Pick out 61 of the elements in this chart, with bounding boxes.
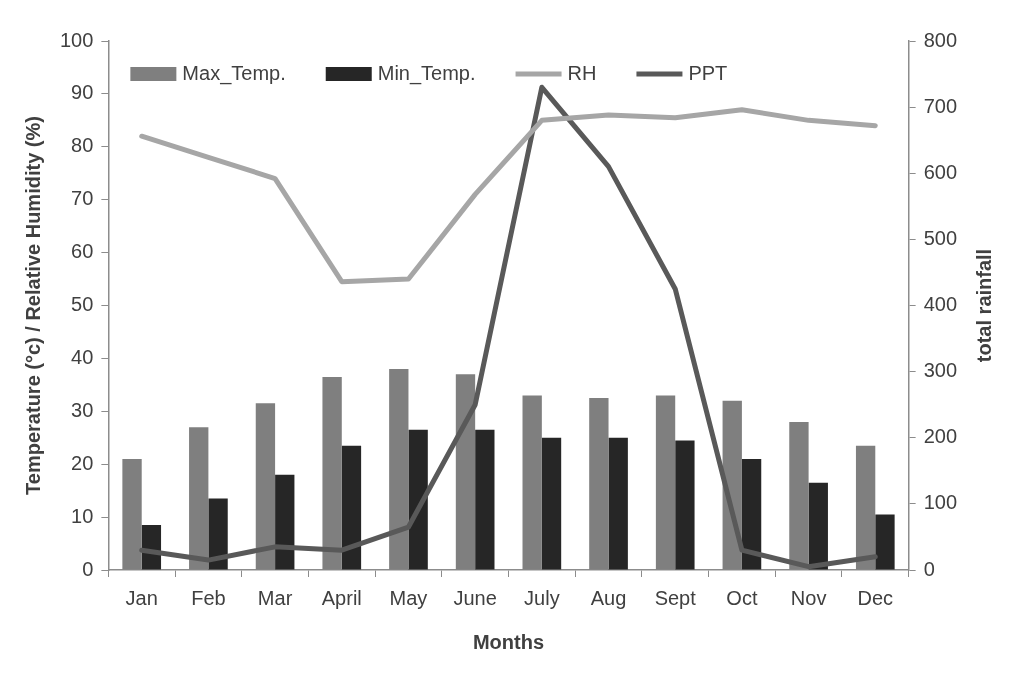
bar bbox=[541, 437, 562, 570]
y2-tick-label: 100 bbox=[923, 491, 958, 514]
bar bbox=[789, 421, 809, 570]
x-tick-label: May bbox=[389, 586, 428, 609]
x-tick-label: Sept bbox=[654, 586, 697, 609]
bar bbox=[522, 395, 542, 570]
x-tick-label: Oct bbox=[726, 586, 758, 609]
x-tick-label: July bbox=[524, 586, 560, 609]
bar bbox=[741, 458, 762, 570]
legend-label: Max_Temp. bbox=[182, 61, 286, 85]
bar bbox=[855, 445, 876, 570]
y-tick-label: 20 bbox=[71, 451, 94, 474]
bar bbox=[875, 514, 895, 570]
x-tick-label: April bbox=[321, 586, 362, 609]
y-tick-label: 0 bbox=[82, 557, 94, 580]
bar bbox=[122, 458, 142, 570]
bar bbox=[655, 395, 676, 570]
y-tick-label: 80 bbox=[71, 134, 94, 157]
x-tick-label: Feb bbox=[191, 586, 226, 609]
bar bbox=[275, 474, 295, 570]
y-tick-label: 70 bbox=[71, 187, 94, 210]
x-tick-label: Jan bbox=[125, 586, 158, 609]
y2-tick-label: 0 bbox=[923, 557, 935, 580]
legend-label: RH bbox=[567, 61, 597, 84]
legend-label: PPT bbox=[688, 61, 728, 84]
y-tick-label: 90 bbox=[71, 81, 94, 104]
bar bbox=[255, 403, 276, 570]
x-tick-label: Dec bbox=[857, 586, 894, 609]
y-tick-label: 40 bbox=[71, 345, 94, 368]
bar bbox=[408, 429, 428, 570]
y2-tick-label: 300 bbox=[923, 359, 958, 382]
bar bbox=[341, 445, 362, 570]
bar bbox=[589, 398, 609, 570]
y-axis-title: Temperature (°c) / Relative Humidity (%) bbox=[21, 116, 44, 495]
y2-axis-title: total rainfall bbox=[972, 248, 995, 363]
y2-tick-label: 200 bbox=[923, 425, 958, 448]
x-tick-label: Nov bbox=[790, 586, 827, 609]
y-tick-label: 30 bbox=[71, 398, 94, 421]
bar bbox=[389, 368, 409, 570]
bar bbox=[808, 482, 828, 570]
bar bbox=[189, 427, 209, 570]
bar bbox=[608, 437, 628, 570]
bar bbox=[675, 440, 695, 570]
y-tick-label: 60 bbox=[71, 240, 94, 263]
y2-tick-label: 400 bbox=[923, 293, 958, 316]
x-tick-label: June bbox=[453, 586, 497, 609]
bar bbox=[322, 376, 342, 570]
y-tick-label: 100 bbox=[59, 28, 94, 51]
x-tick-label: Aug bbox=[590, 586, 627, 609]
y2-tick-label: 700 bbox=[923, 94, 958, 117]
bar bbox=[475, 429, 495, 570]
bar bbox=[455, 374, 476, 570]
y2-tick-label: 500 bbox=[923, 226, 958, 249]
y-tick-label: 50 bbox=[71, 293, 94, 316]
x-axis-title: Months bbox=[472, 630, 545, 653]
y-tick-label: 10 bbox=[71, 504, 94, 527]
y2-tick-label: 600 bbox=[923, 160, 958, 183]
bar bbox=[208, 498, 228, 570]
x-tick-label: Mar bbox=[257, 586, 293, 609]
y2-tick-label: 800 bbox=[923, 28, 958, 51]
legend-label: Min_Temp. bbox=[377, 61, 476, 85]
